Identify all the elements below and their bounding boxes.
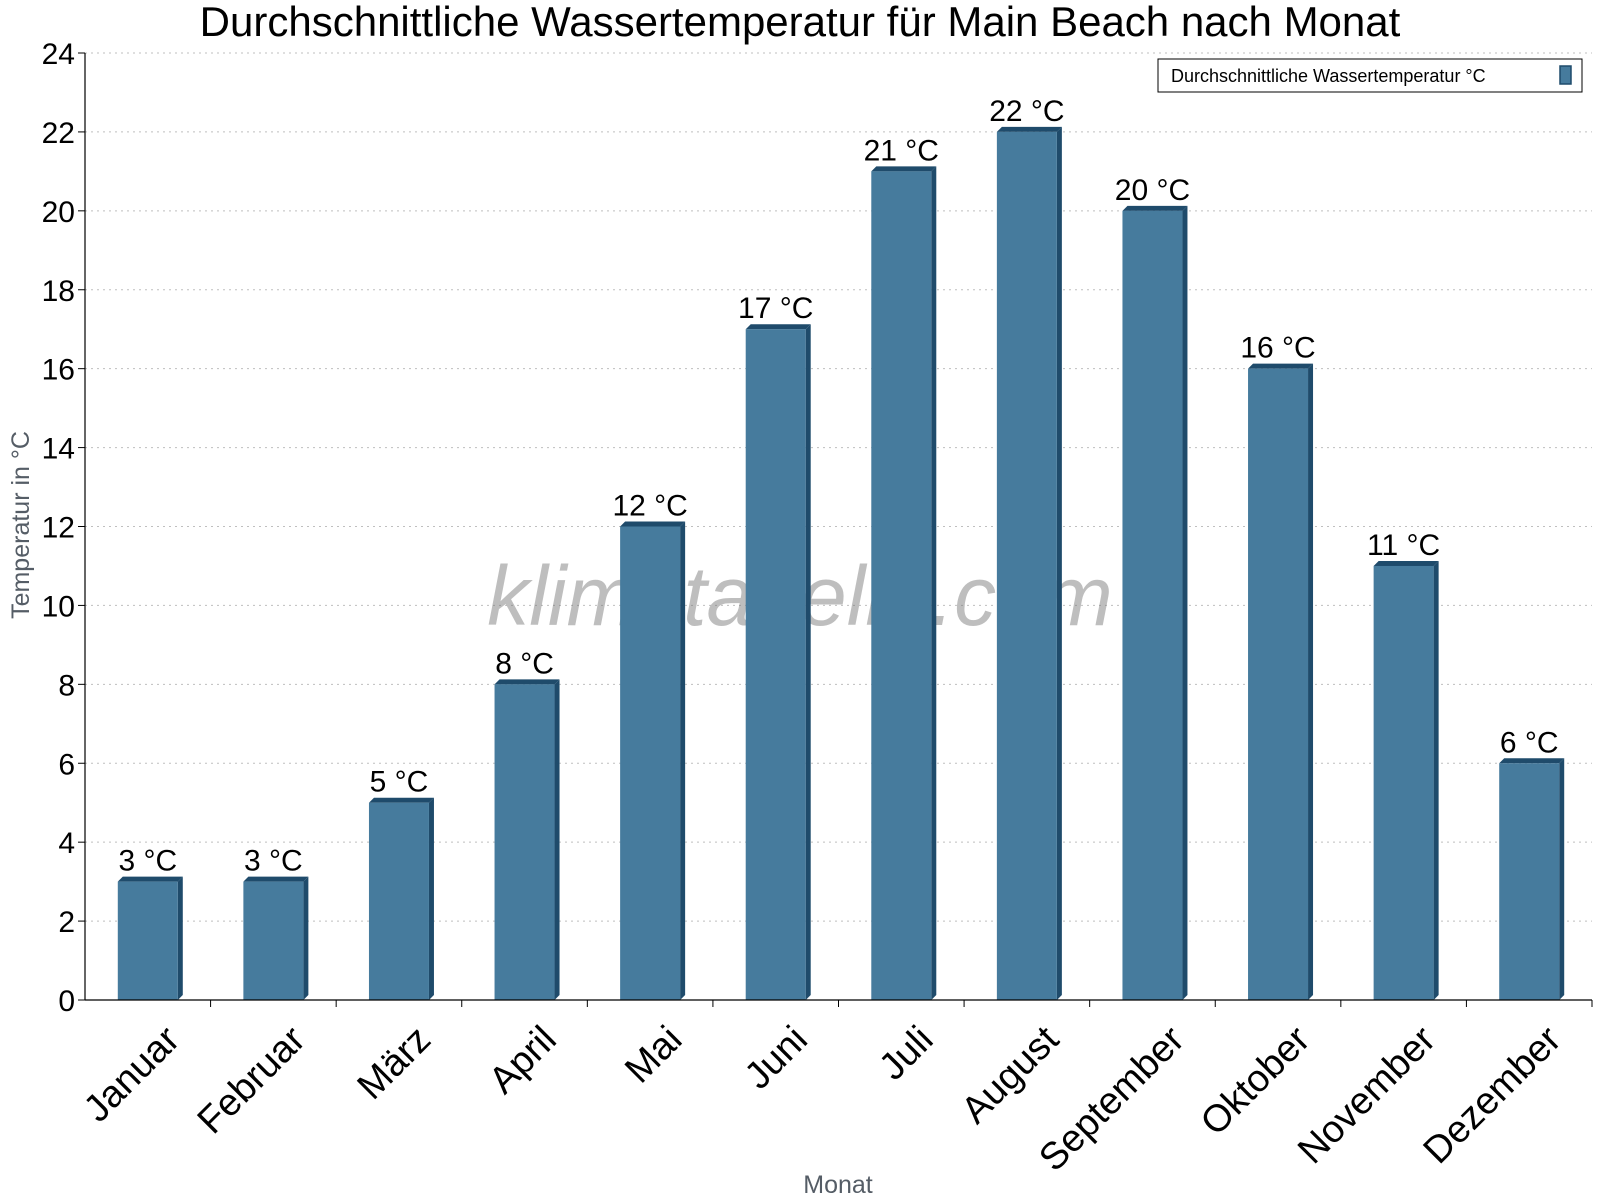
bar-top <box>1499 758 1565 764</box>
legend-label: Durchschnittliche Wassertemperatur °C <box>1171 66 1486 86</box>
y-tick-label: 18 <box>42 275 75 308</box>
x-tick-label: Dezember <box>1416 1018 1570 1172</box>
y-axis-label: Temperatur in °C <box>7 431 35 619</box>
chart-title: Durchschnittliche Wassertemperatur für M… <box>200 0 1401 45</box>
bar-front <box>494 684 555 1000</box>
legend-box <box>1157 58 1583 93</box>
bar <box>117 876 183 1000</box>
x-axis-label: Monat <box>803 1171 873 1199</box>
bar-front <box>620 526 681 1000</box>
legend: Durchschnittliche Wassertemperatur °C <box>1157 58 1583 93</box>
data-labels: 3 °C 3 °C 5 °C 8 °C 12 °C 17 °C 21 °C 22 °C 20 °… <box>118 95 1558 878</box>
data-label: 6 °C <box>1500 726 1559 759</box>
x-tick-label: Mai <box>617 1018 690 1091</box>
bar <box>1248 363 1314 1001</box>
bar-front <box>368 802 429 1000</box>
data-label: 16 °C <box>1240 332 1315 365</box>
bar-top <box>620 521 686 527</box>
data-label: 17 °C <box>738 292 813 325</box>
bar-side <box>554 679 560 1000</box>
x-tick-labels: Januar Februar März April Mai Juni Juli AugustS… <box>76 1018 1570 1179</box>
data-label: 11 °C <box>1367 529 1440 562</box>
bar-side <box>1433 560 1439 1000</box>
x-tick-label: Juli <box>871 1018 941 1088</box>
bar <box>620 521 686 1000</box>
bar-side <box>1182 205 1188 1001</box>
x-tick-label: August <box>954 1018 1068 1132</box>
y-tick-label: 10 <box>42 590 75 623</box>
bar <box>871 166 937 1000</box>
bar-top <box>996 126 1062 132</box>
bar-front <box>745 329 806 1000</box>
data-label: 3 °C <box>118 845 177 878</box>
bar-top <box>871 166 937 172</box>
bar-front <box>1499 763 1560 1000</box>
bar-side <box>428 797 434 1000</box>
y-tick-label: 20 <box>42 196 75 229</box>
bar <box>368 797 434 1000</box>
bar <box>494 679 560 1000</box>
data-label: 5 °C <box>370 766 429 799</box>
bar-side <box>1308 363 1314 1001</box>
x-tick-label: Juni <box>737 1018 816 1097</box>
bar-side <box>303 876 309 1000</box>
y-tick-label: 12 <box>42 512 75 545</box>
bar <box>996 126 1062 1000</box>
bar-top <box>745 324 811 330</box>
y-tick-label: 16 <box>42 354 75 387</box>
grid-lines <box>85 52 1592 922</box>
bar-top <box>117 876 183 882</box>
bar-front <box>1373 565 1434 1000</box>
data-label: 8 °C <box>495 647 554 680</box>
data-label: 20 °C <box>1115 174 1190 207</box>
bar <box>243 876 309 1000</box>
axes <box>78 52 1593 1007</box>
bar-front <box>117 881 178 1000</box>
bar-top <box>368 797 434 803</box>
bar-side <box>1056 126 1062 1000</box>
bar-top <box>494 679 560 685</box>
data-label: 21 °C <box>864 134 939 167</box>
x-tick-label: März <box>350 1018 439 1107</box>
y-tick-label: 14 <box>42 433 75 466</box>
legend-swatch <box>1559 65 1572 85</box>
y-tick-label: 2 <box>58 906 75 939</box>
bar-side <box>680 521 686 1000</box>
y-tick-label: 6 <box>58 748 75 781</box>
y-tick-label: 4 <box>58 827 75 860</box>
bar-front <box>1122 210 1183 1001</box>
y-tick-label: 22 <box>42 117 75 150</box>
bar-top <box>243 876 309 882</box>
bar <box>1122 205 1188 1001</box>
y-tick-label: 24 <box>42 38 75 71</box>
bar-front <box>1248 368 1309 1001</box>
bar-side <box>177 876 183 1000</box>
bar-side <box>931 166 937 1000</box>
bar-front <box>996 131 1057 1000</box>
bar-side <box>1559 758 1565 1000</box>
bar <box>745 324 811 1000</box>
x-tick-label: April <box>481 1018 564 1101</box>
x-tick-label: Januar <box>76 1018 188 1130</box>
bar <box>1499 758 1565 1000</box>
bar-front <box>871 171 932 1000</box>
bar-top <box>1248 363 1314 369</box>
bar <box>1373 560 1439 1000</box>
x-tick-label: Februar <box>190 1018 314 1142</box>
bar-top <box>1122 205 1188 211</box>
y-tick-label: 8 <box>58 669 75 702</box>
data-label: 3 °C <box>244 845 303 878</box>
bar-side <box>805 324 811 1000</box>
bar-front <box>243 881 304 1000</box>
data-label: 12 °C <box>612 490 687 523</box>
bar-series <box>117 126 1565 1001</box>
y-tick-label: 0 <box>58 985 75 1018</box>
x-tick-label: Oktober <box>1193 1018 1319 1144</box>
bar-top <box>1373 560 1439 566</box>
data-label: 22 °C <box>989 95 1064 128</box>
